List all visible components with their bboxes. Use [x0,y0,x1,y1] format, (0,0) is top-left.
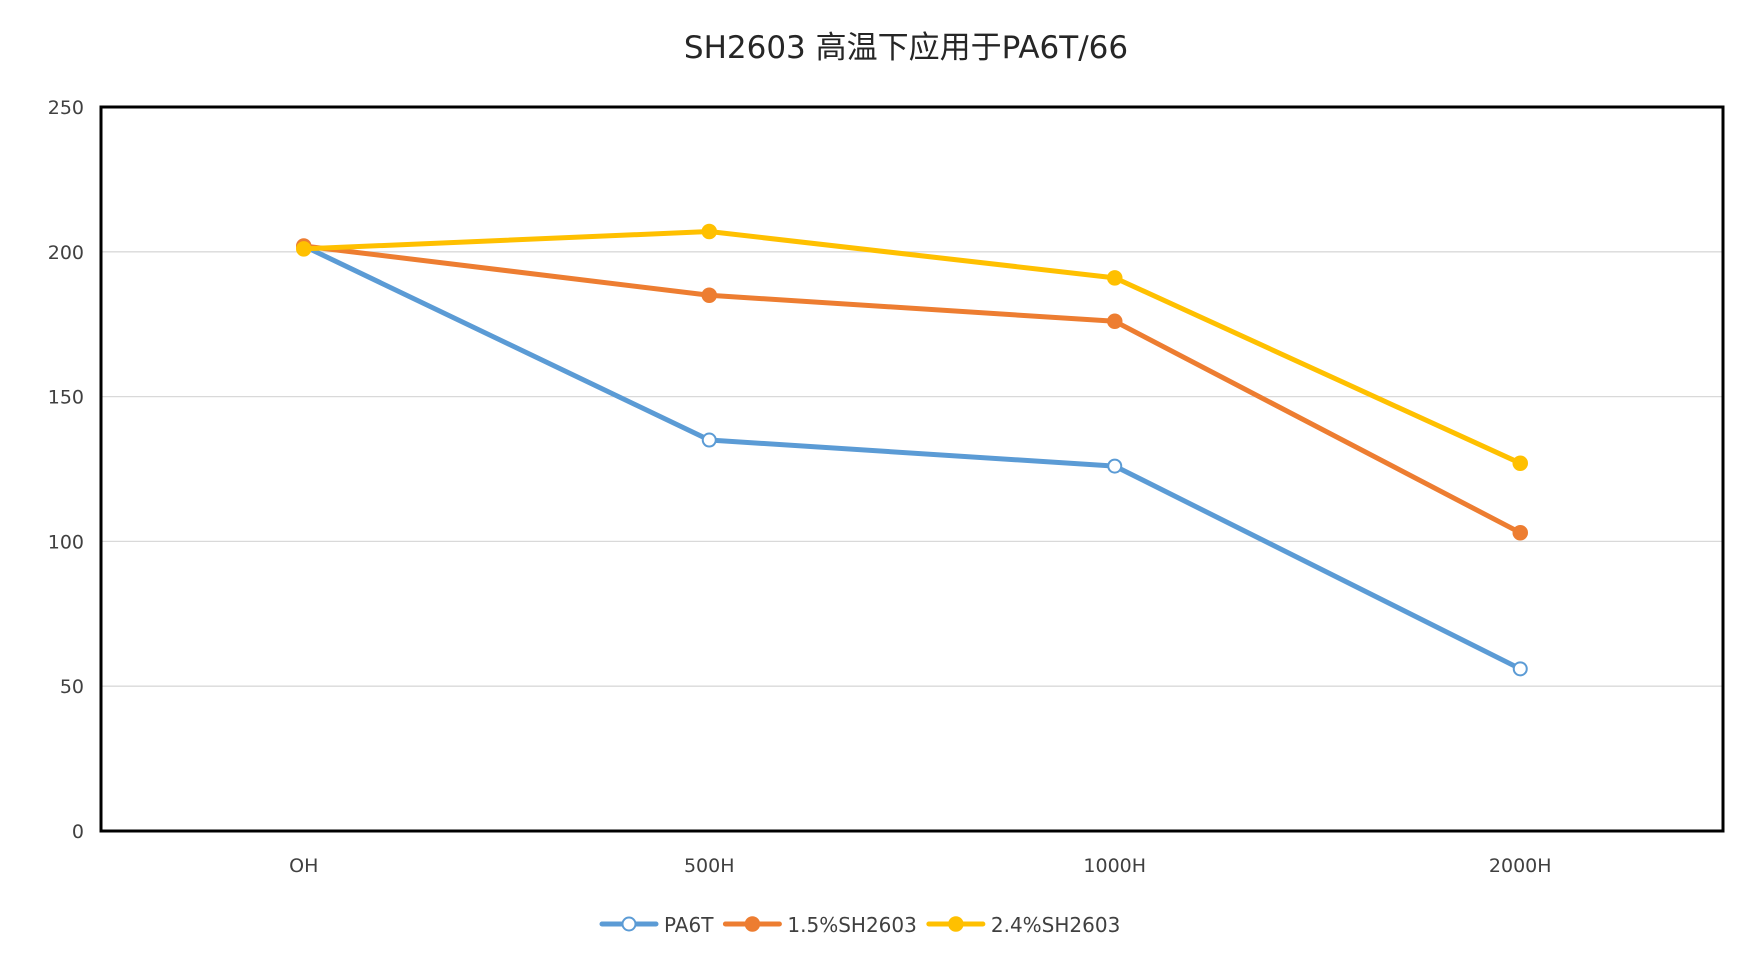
plot-area-frame [99,105,1725,833]
gridlines [101,251,1723,687]
x-tick-label: 1000H [1083,855,1146,877]
legend-marker [948,916,964,932]
legend-item: 1.5%SH2603 [722,913,917,937]
data-point-marker [296,241,312,257]
legend-item: PA6T [599,913,714,937]
legend-label: 1.5%SH2603 [787,913,916,937]
x-axis: OH 500H 1000H 2000H [289,855,1551,877]
series-line [301,243,1523,672]
data-point-marker [701,223,717,240]
data-point-marker [1107,458,1123,474]
legend-label: PA6T [664,913,714,937]
data-point-marker [1107,313,1123,330]
series-lines [296,223,1528,677]
data-point-marker [701,432,717,448]
y-tick-label: 100 [48,531,84,553]
x-tick-label: 500H [684,855,735,877]
y-tick-label: 200 [48,242,84,264]
y-axis: 0 50 100 150 200 250 [48,97,84,843]
legend-item: 2.4%SH2603 [926,913,1120,937]
x-tick-label: OH [289,855,318,877]
y-tick-label: 0 [72,821,84,843]
y-tick-label: 150 [48,387,84,409]
legend: PA6T 1.5%SH2603 2.4%SH2603 [599,913,1120,937]
data-point-marker [1512,455,1528,471]
legend-label: 2.4%SH2603 [991,913,1120,937]
data-point-marker [1512,661,1528,677]
series-1 [296,238,1528,677]
data-point-marker [1107,270,1123,286]
y-tick-label: 50 [60,676,84,698]
legend-marker [621,916,637,932]
legend-marker [744,916,761,932]
x-tick-label: 2000H [1489,855,1552,877]
y-tick-label: 250 [48,97,84,119]
chart-title: SH2603 高温下应用于PA6T/66 [684,30,1128,66]
series-line [301,243,1523,536]
series-2 [296,238,1528,541]
series-3 [296,223,1528,471]
data-point-marker [701,287,717,303]
series-line [301,229,1523,466]
data-point-marker [1512,524,1528,541]
